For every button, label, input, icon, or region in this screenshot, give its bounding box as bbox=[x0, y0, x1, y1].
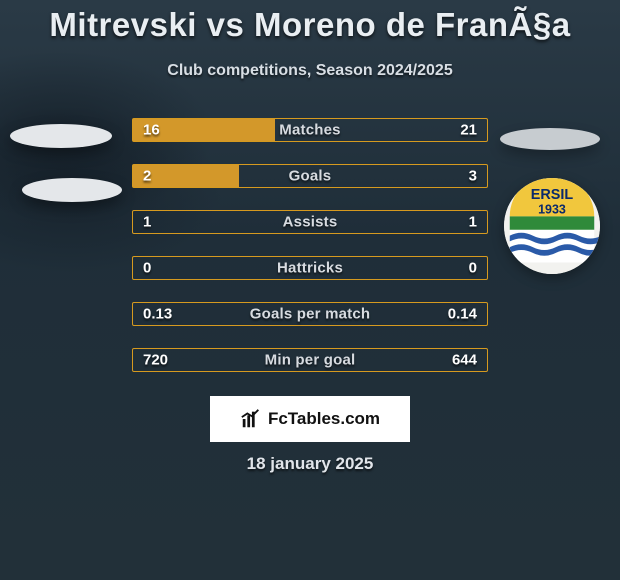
player-right-placeholder bbox=[500, 128, 600, 150]
stat-value-right: 644 bbox=[452, 352, 477, 369]
stat-label: Min per goal bbox=[265, 352, 356, 369]
stat-row: 2 Goals 3 bbox=[132, 164, 488, 188]
footer-date: 18 january 2025 bbox=[247, 454, 374, 474]
player-left-placeholder-1 bbox=[10, 124, 112, 148]
stat-row: 0 Hattricks 0 bbox=[132, 256, 488, 280]
stat-label: Hattricks bbox=[277, 260, 343, 277]
brand-icon bbox=[240, 408, 262, 430]
stat-label: Goals bbox=[289, 168, 332, 185]
stat-value-left: 720 bbox=[143, 352, 168, 369]
stat-value-left: 1 bbox=[143, 214, 151, 231]
stat-value-right: 3 bbox=[469, 168, 477, 185]
page-title: Mitrevski vs Moreno de FranÃ§a bbox=[0, 0, 620, 44]
stat-value-right: 0.14 bbox=[448, 306, 477, 323]
stat-label: Matches bbox=[279, 122, 340, 139]
brand-text: FcTables.com bbox=[268, 409, 380, 429]
stat-value-left: 0.13 bbox=[143, 306, 172, 323]
svg-text:ERSIL: ERSIL bbox=[531, 187, 574, 203]
stat-row: 1 Assists 1 bbox=[132, 210, 488, 234]
stat-value-right: 0 bbox=[469, 260, 477, 277]
brand-bar: FcTables.com bbox=[210, 396, 410, 442]
stat-value-left: 16 bbox=[143, 122, 160, 139]
page-subtitle: Club competitions, Season 2024/2025 bbox=[0, 62, 620, 80]
stat-row: 720 Min per goal 644 bbox=[132, 348, 488, 372]
player-left-placeholder-2 bbox=[22, 178, 122, 202]
club-crest: ERSIL 1933 bbox=[504, 178, 600, 274]
stat-value-left: 0 bbox=[143, 260, 151, 277]
stat-value-right: 21 bbox=[460, 122, 477, 139]
stat-value-left: 2 bbox=[143, 168, 151, 185]
stat-label: Assists bbox=[283, 214, 338, 231]
svg-text:1933: 1933 bbox=[538, 203, 566, 217]
stat-row: 16 Matches 21 bbox=[132, 118, 488, 142]
stat-label: Goals per match bbox=[250, 306, 371, 323]
stat-value-right: 1 bbox=[469, 214, 477, 231]
stat-row: 0.13 Goals per match 0.14 bbox=[132, 302, 488, 326]
